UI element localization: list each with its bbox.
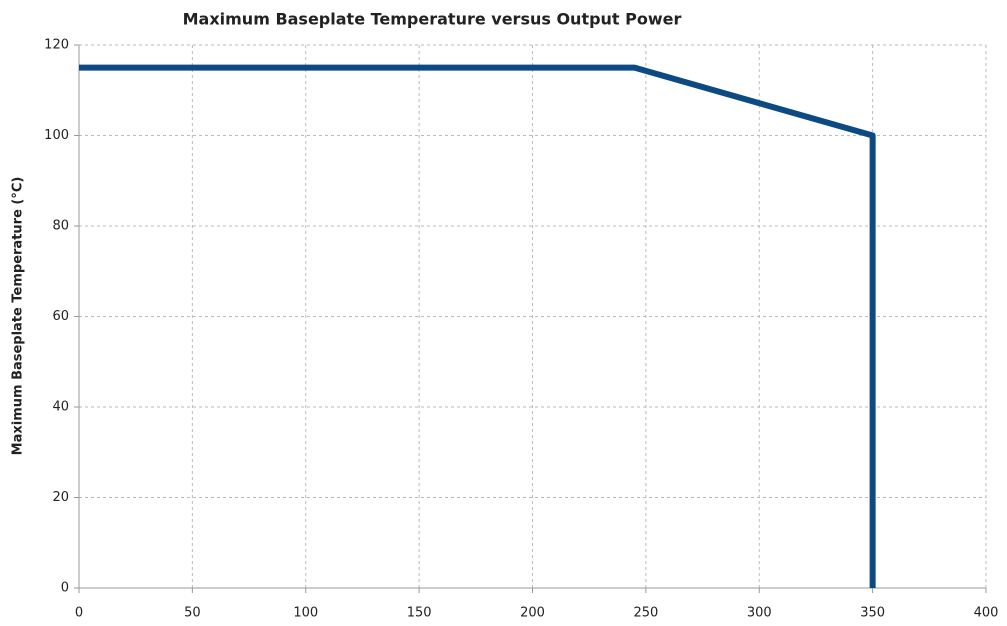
x-tick-label: 200 [520, 606, 545, 621]
y-tick-label: 0 [61, 581, 69, 596]
data-line [79, 64, 876, 588]
y-tick-label: 120 [44, 38, 69, 53]
x-tick-label: 0 [75, 606, 83, 621]
x-tick-label: 50 [184, 606, 201, 621]
x-tick-label: 300 [747, 606, 772, 621]
x-tick-label: 400 [974, 606, 999, 621]
y-tick-label: 40 [52, 400, 69, 415]
y-axis-label: Maximum Baseplate Temperature (°C) [11, 177, 26, 456]
chart-title: Maximum Baseplate Temperature versus Out… [183, 10, 682, 29]
y-tick-label: 60 [52, 309, 69, 324]
y-tick-label: 80 [52, 219, 69, 234]
x-tick-label: 250 [633, 606, 658, 621]
x-tick-label: 100 [293, 606, 318, 621]
y-tick-label: 20 [52, 490, 69, 505]
x-tick-label: 150 [407, 606, 432, 621]
x-tick-label: 350 [860, 606, 885, 621]
y-tick-label: 100 [44, 128, 69, 143]
